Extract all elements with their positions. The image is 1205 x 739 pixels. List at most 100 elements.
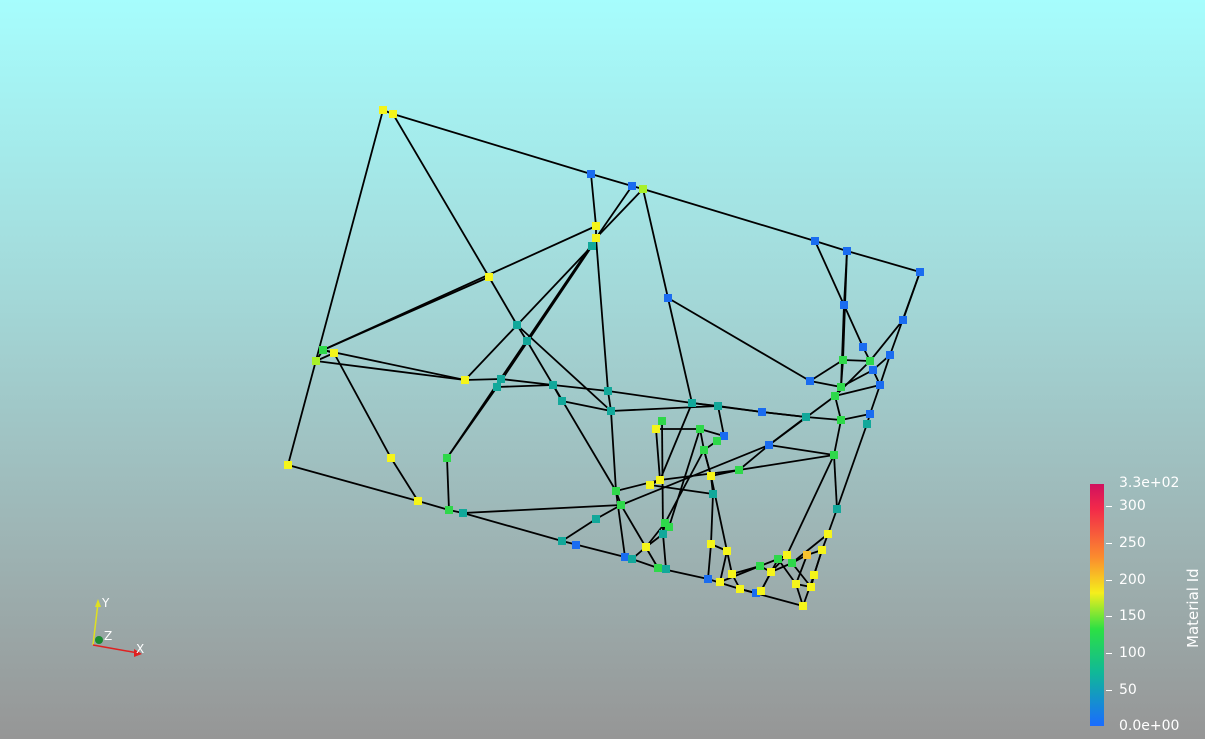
mesh-edge [615,490,626,558]
mesh-edge [703,449,712,477]
mesh-node [558,397,566,405]
mesh-edge [552,384,609,392]
mesh-node [652,425,660,433]
colorbar-label-200: 200 [1119,572,1146,588]
mesh-node [837,416,845,424]
mesh-edge [496,384,554,388]
mesh-edge [869,319,904,362]
mesh-node [700,446,708,454]
mesh-node [312,357,320,365]
mesh-node [664,294,672,302]
mesh-edge [417,500,450,511]
mesh-node [628,555,636,563]
mesh-edge [869,384,881,415]
mesh-edge [620,444,770,506]
mesh-node [493,383,501,391]
mesh-node [658,417,666,425]
colorbar-tick [1106,653,1112,654]
mesh-edge [561,540,626,558]
mesh-edge [791,533,829,564]
mesh-node [833,505,841,513]
mesh-edge [717,405,763,413]
mesh-edge [496,245,593,388]
mesh-node [621,553,629,561]
mesh-edge [814,240,848,252]
mesh-node [709,490,717,498]
mesh-node [588,242,596,250]
mesh-node [859,343,867,351]
mesh-node [654,564,662,572]
mesh-edge [710,493,714,545]
mesh-edge [761,411,807,418]
mesh-edge [833,454,838,510]
mesh-edge [392,113,592,175]
mesh-edge [834,384,881,397]
mesh-edge [322,349,466,381]
mesh-node [646,481,654,489]
mesh-node [723,547,731,555]
mesh-node [330,349,338,357]
mesh-node [774,555,782,563]
mesh-node [592,234,600,242]
mesh-edge [833,419,842,456]
mesh-node [757,587,765,595]
mesh-edge [710,469,740,477]
mesh-edge [631,558,659,569]
mesh-edge [667,297,811,382]
mesh-edge [814,240,845,306]
mesh-node [728,570,736,578]
mesh-edge [526,340,617,492]
axis-y-label: Y [101,596,110,610]
mesh-edge [738,444,770,471]
mesh-node [810,571,818,579]
mesh-edge [590,173,633,187]
mesh-edge [649,484,714,495]
mesh-node [799,602,807,610]
mesh-node [716,578,724,586]
colorbar-tick [1106,580,1112,581]
mesh-node [497,375,505,383]
mesh-edge [719,550,728,583]
mesh-edge [500,378,554,386]
mesh-edge [777,558,797,585]
mesh-node [604,387,612,395]
mesh-node [284,461,292,469]
mesh-node [617,501,625,509]
mesh-node [665,523,673,531]
mesh-edge [668,428,701,528]
mesh-node [445,506,453,514]
mesh-node [688,399,696,407]
colorbar-label-300: 300 [1119,498,1146,514]
mesh-node [767,568,775,576]
mesh-edge [846,250,921,273]
mesh-node [803,551,811,559]
mesh-edge [287,109,384,466]
mesh-edge [333,352,392,459]
mesh-node [319,346,327,354]
mesh-node [513,321,521,329]
mesh-edge [561,518,597,542]
mesh-node [592,222,600,230]
mesh-node [639,185,647,193]
mesh-edge [655,428,661,481]
mesh-node [443,454,451,462]
mesh-edge [642,188,816,242]
axis-x-label: X [136,642,144,656]
mesh-edge [667,297,693,404]
mesh-node [792,580,800,588]
mesh-node [707,472,715,480]
mesh-edge [392,113,490,278]
mesh-edge [462,504,622,514]
mesh-node [523,337,531,345]
mesh-node [713,437,721,445]
mesh-edge [795,554,808,585]
mesh-edge [659,469,740,481]
mesh-edge [595,237,609,392]
mesh-node [459,509,467,517]
mesh-edge [315,360,466,381]
colorbar-tick [1106,690,1112,691]
axis-z-label: Z [104,629,112,643]
mesh-node [831,392,839,400]
mesh-node [628,182,636,190]
